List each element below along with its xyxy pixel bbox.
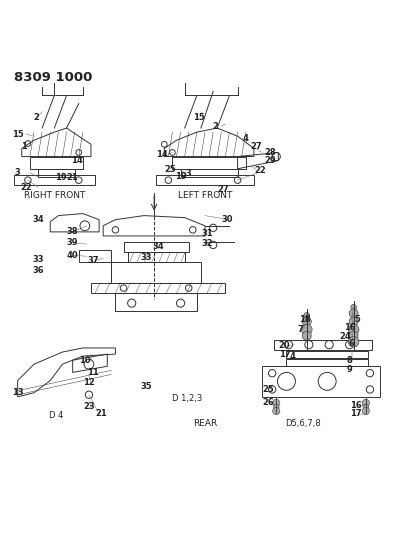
Circle shape (348, 336, 358, 347)
Text: 20: 20 (278, 342, 290, 350)
Text: 35: 35 (140, 382, 151, 391)
Circle shape (303, 312, 309, 318)
Text: 12: 12 (83, 378, 94, 387)
Text: 19: 19 (174, 172, 186, 181)
Text: 2: 2 (33, 114, 39, 123)
Circle shape (301, 317, 310, 326)
Text: 28: 28 (264, 148, 275, 157)
Circle shape (362, 404, 368, 410)
Circle shape (348, 317, 357, 326)
Text: 39: 39 (67, 238, 78, 247)
Text: REAR: REAR (192, 419, 217, 428)
Text: 30: 30 (221, 215, 233, 224)
Text: 22: 22 (20, 183, 31, 192)
Circle shape (272, 407, 279, 415)
Text: 6: 6 (348, 340, 354, 349)
Text: 2: 2 (212, 122, 218, 131)
Circle shape (361, 399, 369, 407)
Text: LEFT FRONT: LEFT FRONT (178, 191, 231, 200)
Text: D 1,2,3: D 1,2,3 (171, 394, 201, 403)
Text: 15: 15 (12, 130, 23, 139)
Text: 38: 38 (67, 228, 78, 237)
Text: 1: 1 (21, 142, 27, 151)
Text: 25: 25 (262, 385, 273, 394)
Circle shape (350, 304, 355, 310)
Text: 36: 36 (32, 266, 44, 275)
Text: 17: 17 (349, 409, 361, 418)
Text: 11: 11 (87, 368, 99, 377)
Text: 26: 26 (262, 399, 273, 407)
Circle shape (272, 399, 279, 407)
Circle shape (348, 331, 357, 340)
Text: 34: 34 (152, 243, 164, 252)
Text: 34: 34 (32, 215, 44, 224)
Text: 17: 17 (278, 350, 290, 359)
Text: 5: 5 (354, 315, 360, 324)
Text: 40: 40 (67, 251, 78, 260)
Text: 21: 21 (67, 173, 79, 182)
Text: 19: 19 (54, 173, 66, 182)
Text: 15: 15 (193, 114, 204, 123)
Text: 8309 1000: 8309 1000 (13, 71, 92, 84)
Text: 22: 22 (254, 166, 265, 175)
Text: 33: 33 (32, 255, 44, 264)
Text: D 4: D 4 (49, 410, 63, 419)
Text: 16: 16 (349, 401, 361, 410)
Text: 29: 29 (264, 156, 275, 165)
Circle shape (348, 324, 358, 335)
Text: 27: 27 (249, 142, 261, 151)
Circle shape (273, 404, 279, 410)
Text: 4: 4 (289, 352, 295, 361)
Text: 31: 31 (201, 229, 212, 238)
Text: 13: 13 (12, 388, 23, 397)
Text: 27: 27 (217, 184, 229, 193)
Text: 3: 3 (185, 169, 191, 178)
Text: 7: 7 (297, 325, 303, 334)
Text: 32: 32 (201, 239, 212, 248)
Circle shape (301, 331, 310, 340)
Text: 14: 14 (156, 150, 168, 159)
Circle shape (348, 309, 357, 318)
Text: RIGHT FRONT: RIGHT FRONT (24, 191, 85, 200)
Text: 16: 16 (343, 323, 355, 332)
Text: 37: 37 (87, 256, 99, 265)
Text: D5,6,7,8: D5,6,7,8 (284, 419, 320, 428)
Text: 8: 8 (346, 357, 352, 366)
Text: 18: 18 (298, 315, 310, 324)
Text: 3: 3 (15, 168, 20, 177)
Text: 10: 10 (79, 356, 90, 365)
Text: 25: 25 (164, 165, 176, 174)
Text: 21: 21 (95, 409, 107, 418)
Circle shape (361, 407, 369, 415)
Text: 14: 14 (71, 156, 82, 165)
Text: 9: 9 (346, 365, 352, 374)
Text: 4: 4 (242, 134, 248, 143)
Circle shape (301, 324, 311, 335)
Text: 24: 24 (339, 332, 351, 341)
Text: 23: 23 (83, 402, 94, 411)
Text: 33: 33 (140, 253, 151, 262)
